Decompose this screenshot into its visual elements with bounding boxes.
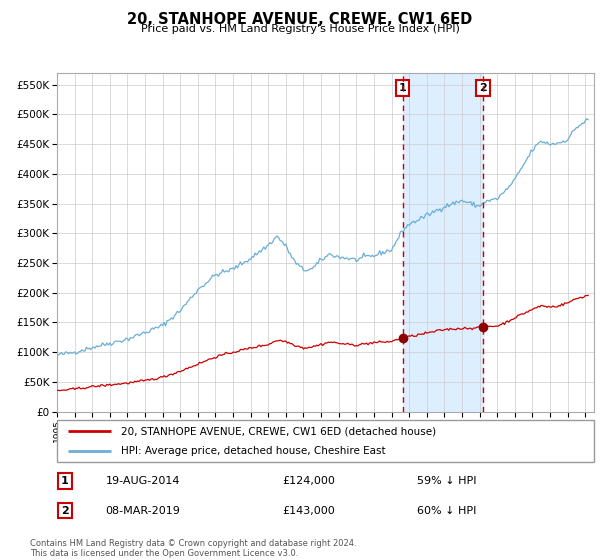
Text: £143,000: £143,000 <box>283 506 335 516</box>
Text: 2: 2 <box>61 506 69 516</box>
Text: 60% ↓ HPI: 60% ↓ HPI <box>417 506 476 516</box>
Text: 59% ↓ HPI: 59% ↓ HPI <box>417 476 476 486</box>
Text: Price paid vs. HM Land Registry's House Price Index (HPI): Price paid vs. HM Land Registry's House … <box>140 24 460 34</box>
Text: 2: 2 <box>479 83 487 93</box>
Bar <box>403 73 483 412</box>
Text: 19-AUG-2014: 19-AUG-2014 <box>106 476 180 486</box>
Text: 20, STANHOPE AVENUE, CREWE, CW1 6ED (detached house): 20, STANHOPE AVENUE, CREWE, CW1 6ED (det… <box>121 426 437 436</box>
FancyBboxPatch shape <box>57 420 594 462</box>
Text: 1: 1 <box>399 83 406 93</box>
Text: 1: 1 <box>61 476 69 486</box>
Text: HPI: Average price, detached house, Cheshire East: HPI: Average price, detached house, Ches… <box>121 446 386 456</box>
Text: 08-MAR-2019: 08-MAR-2019 <box>106 506 180 516</box>
Text: 20, STANHOPE AVENUE, CREWE, CW1 6ED: 20, STANHOPE AVENUE, CREWE, CW1 6ED <box>127 12 473 27</box>
Text: £124,000: £124,000 <box>283 476 335 486</box>
Text: Contains HM Land Registry data © Crown copyright and database right 2024.
This d: Contains HM Land Registry data © Crown c… <box>30 539 356 558</box>
